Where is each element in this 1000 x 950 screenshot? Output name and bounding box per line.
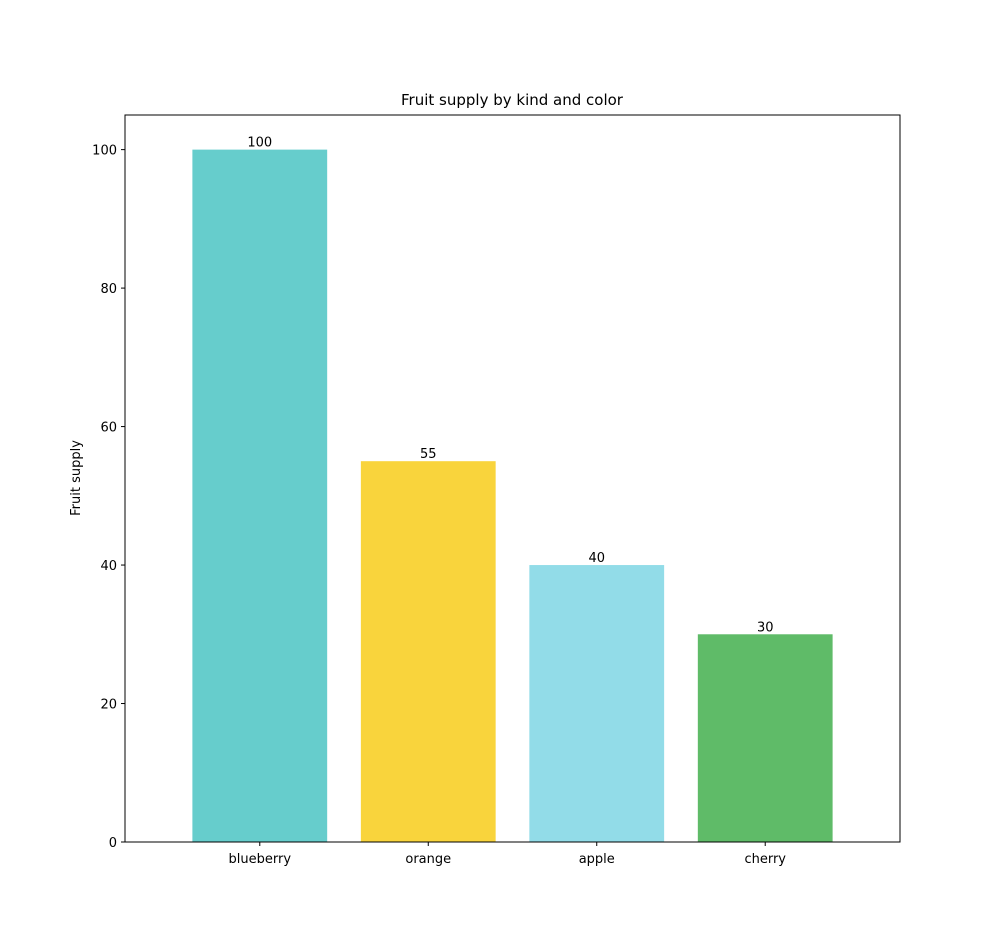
y-tick-label: 80: [100, 282, 117, 297]
y-tick-label: 40: [100, 559, 117, 574]
x-ticks: blueberry orange apple cherry: [229, 842, 786, 867]
data-label: 40: [588, 551, 605, 566]
y-tick-label: 100: [92, 144, 117, 159]
bar-blueberry: [192, 149, 328, 843]
bar-cherry: [697, 634, 833, 842]
data-labels: 100 55 40 30: [247, 136, 773, 636]
bars-layer: [192, 149, 833, 843]
data-label: 30: [757, 620, 774, 635]
y-tick-label: 20: [100, 698, 117, 713]
x-tick-label: apple: [579, 852, 615, 867]
data-label: 100: [247, 136, 272, 151]
plot-frame: [124, 114, 901, 843]
bar-apple: [529, 565, 665, 842]
chart-title: Fruit supply by kind and color: [401, 91, 624, 109]
y-tick-label: 60: [100, 421, 117, 436]
y-ticks: 0 20 40 60 80 100: [92, 144, 125, 851]
x-tick-label: cherry: [744, 852, 786, 867]
bar-orange: [360, 461, 496, 842]
data-label: 55: [420, 447, 437, 462]
y-tick-label: 0: [109, 836, 117, 851]
axes-layer: [124, 114, 901, 843]
y-axis-label: Fruit supply: [69, 440, 84, 516]
x-tick-label: orange: [405, 852, 451, 867]
x-tick-label: blueberry: [229, 852, 292, 867]
